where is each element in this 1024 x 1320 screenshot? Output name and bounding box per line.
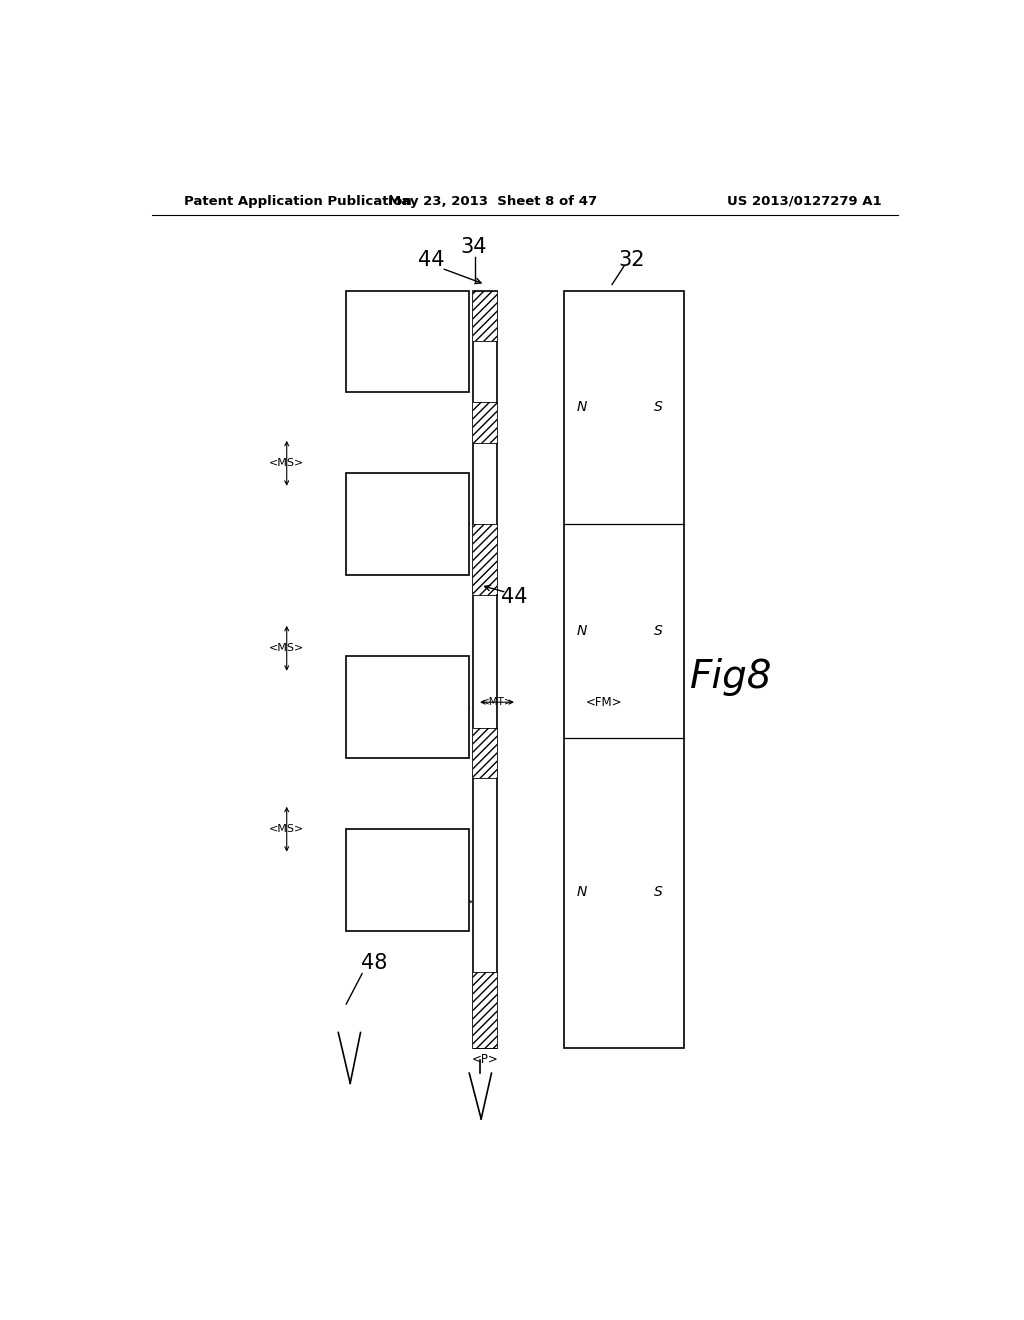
Text: <MM>: <MM>: [389, 519, 427, 529]
Text: <MS>: <MS>: [269, 643, 304, 653]
Text: Fig8: Fig8: [690, 657, 772, 696]
Text: 48: 48: [436, 517, 463, 537]
Text: <MM>: <MM>: [389, 875, 427, 884]
Bar: [564, 290, 684, 1048]
Text: 48: 48: [436, 701, 463, 721]
Text: Patent Application Publication: Patent Application Publication: [183, 194, 412, 207]
Text: <MS>: <MS>: [269, 824, 304, 834]
Text: May 23, 2013  Sheet 8 of 47: May 23, 2013 Sheet 8 of 47: [388, 194, 598, 207]
Text: 48: 48: [404, 334, 431, 354]
Bar: [346, 290, 469, 392]
Bar: [346, 656, 469, 758]
Text: <MD>: <MD>: [440, 898, 474, 907]
Text: N: N: [454, 700, 464, 714]
Text: 44: 44: [501, 587, 527, 607]
Bar: [473, 290, 497, 1048]
Text: 32: 32: [618, 249, 645, 271]
Text: S: S: [352, 700, 360, 714]
Text: N: N: [577, 400, 587, 414]
Text: N: N: [454, 517, 464, 532]
Text: S: S: [352, 517, 360, 532]
Text: S: S: [653, 400, 663, 414]
Bar: [473, 290, 497, 342]
Text: N: N: [577, 624, 587, 638]
Text: <FM>: <FM>: [586, 696, 623, 709]
Text: <P>: <P>: [472, 1053, 499, 1067]
Text: 34: 34: [460, 236, 486, 257]
Text: <MS>: <MS>: [269, 458, 304, 469]
Text: 48: 48: [360, 953, 387, 973]
Text: S: S: [653, 624, 663, 638]
Bar: [473, 727, 497, 779]
Text: N: N: [454, 334, 464, 348]
Text: N: N: [454, 873, 464, 887]
Bar: [346, 474, 469, 576]
Bar: [473, 403, 497, 444]
Text: S: S: [352, 334, 360, 348]
Text: S: S: [352, 873, 360, 887]
Text: S: S: [653, 886, 663, 899]
Bar: [473, 524, 497, 595]
Bar: [473, 972, 497, 1048]
Text: <MM>: <MM>: [389, 702, 427, 713]
Text: <MM>: <MM>: [389, 337, 427, 346]
Text: 44: 44: [418, 249, 444, 271]
Text: N: N: [577, 886, 587, 899]
Text: <MT>: <MT>: [480, 697, 513, 708]
Bar: [346, 829, 469, 931]
Text: US 2013/0127279 A1: US 2013/0127279 A1: [727, 194, 882, 207]
